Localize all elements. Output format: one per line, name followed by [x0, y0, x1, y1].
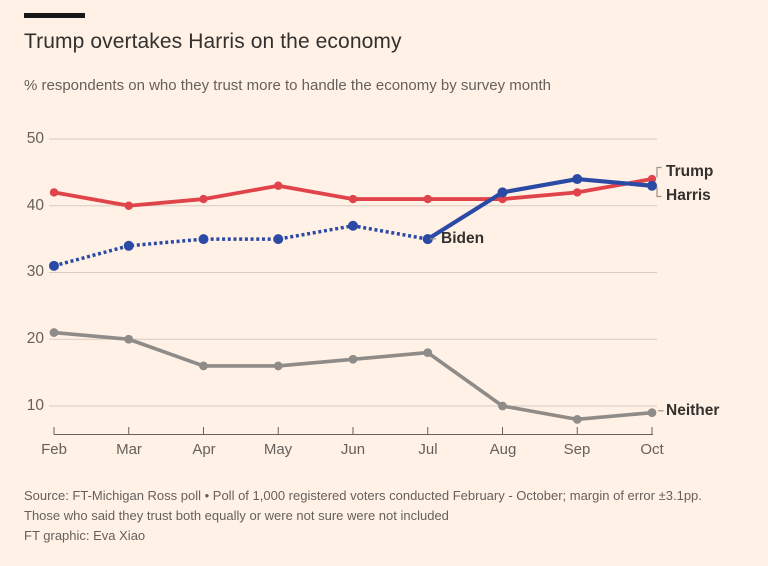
series-label-biden: Biden: [441, 230, 485, 247]
x-tick-label: Oct: [640, 441, 664, 458]
y-tick-label: 30: [26, 263, 44, 280]
series-label-trump: Trump: [666, 163, 714, 180]
chart-title: Trump overtakes Harris on the economy: [24, 30, 402, 53]
x-tick-label: Aug: [489, 441, 517, 458]
x-tick-label: Jul: [418, 441, 438, 458]
accent-bar: [24, 13, 85, 18]
x-tick-label: Apr: [192, 441, 216, 458]
series-label-harris: Harris: [666, 187, 711, 204]
footer: Source: FT-Michigan Ross poll • Poll of …: [24, 486, 736, 546]
y-tick-label: 40: [26, 197, 44, 214]
x-tick-label: Jun: [340, 441, 366, 458]
y-tick-label: 20: [26, 330, 44, 347]
source-note: Source: FT-Michigan Ross poll • Poll of …: [24, 488, 702, 523]
series-label-neither: Neither: [666, 402, 720, 419]
credit-note: FT graphic: Eva Xiao: [24, 528, 146, 543]
x-tick-label: Mar: [116, 441, 142, 458]
plot-area: 50 40 30 20 10 Feb Mar Apr May Jun Jul A…: [26, 130, 720, 458]
chart-subtitle: % respondents on who they trust more to …: [24, 77, 551, 94]
y-tick-label: 50: [26, 130, 44, 147]
x-tick-label: Feb: [41, 441, 67, 458]
x-tick-label: May: [263, 441, 293, 458]
y-tick-label: 10: [26, 397, 44, 414]
x-tick-label: Sep: [563, 441, 591, 458]
chart-canvas: [49, 138, 664, 435]
